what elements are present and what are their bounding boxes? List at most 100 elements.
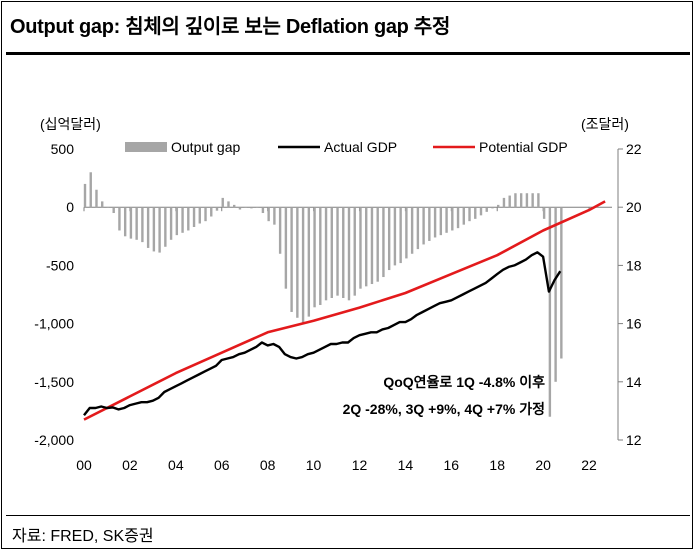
output-gap-bar — [83, 183, 87, 208]
x-tick-label: 16 — [444, 457, 460, 473]
output-gap-bar — [456, 207, 460, 229]
output-gap-bar — [324, 207, 328, 301]
right-tick-label: 22 — [626, 141, 642, 157]
left-axis-unit: (십억달러) — [40, 116, 101, 132]
output-gap-bar — [198, 207, 201, 224]
left-tick-label: 500 — [51, 141, 75, 157]
output-gap-bar — [485, 207, 488, 212]
title-divider — [6, 52, 690, 55]
output-gap-bar — [175, 207, 179, 236]
right-tick-label: 18 — [626, 257, 642, 273]
axis-labels: 500 0 -500 -1,000 -1,500 -2,000 22 20 18 16 14 12 00… — [34, 141, 641, 473]
output-gap-bar — [330, 207, 333, 298]
output-gap-bar — [221, 197, 224, 208]
output-gap-bar — [192, 207, 196, 227]
left-tick-label: -500 — [46, 257, 74, 273]
output-gap-bar — [393, 207, 397, 266]
output-gap-bar — [284, 207, 288, 289]
output-gap-bar — [313, 207, 316, 308]
output-gap-bar — [106, 207, 110, 208]
right-axis-unit: (조달러) — [581, 116, 629, 132]
output-gap-bar — [445, 207, 448, 233]
output-gap-bar — [451, 207, 454, 231]
x-tick-label: 22 — [581, 457, 597, 473]
output-gap-bar — [479, 207, 483, 216]
output-gap-bar — [537, 193, 540, 208]
right-tick-label: 12 — [626, 432, 642, 448]
axes-layer — [83, 148, 623, 441]
output-gap-bar — [474, 207, 477, 219]
output-gap-bars — [83, 172, 563, 417]
output-gap-bar — [342, 207, 345, 298]
right-tick-label: 14 — [626, 374, 642, 390]
output-gap-bar — [290, 207, 293, 312]
output-gap-bar — [428, 207, 431, 241]
output-gap-bar — [244, 207, 247, 208]
output-gap-bar — [399, 207, 402, 264]
potential-gdp-line — [83, 200, 606, 421]
output-gap-bar — [152, 207, 156, 252]
output-gap-bar — [250, 207, 253, 209]
output-gap-bar — [519, 193, 523, 208]
legend-label-output-gap: Output gap — [171, 139, 240, 155]
output-gap-bar — [95, 189, 98, 208]
x-tick-label: 10 — [306, 457, 322, 473]
right-tick-label: 20 — [626, 199, 642, 215]
output-gap-bar — [255, 207, 259, 208]
output-gap-bar — [141, 207, 144, 243]
output-gap-bar — [336, 207, 339, 296]
output-gap-bar — [261, 207, 265, 214]
output-gap-bar — [204, 207, 207, 222]
output-gap-bar — [370, 207, 374, 285]
output-gap-bar — [307, 207, 311, 317]
output-gap-bar — [273, 207, 276, 225]
output-gap-bar — [514, 193, 517, 208]
output-gap-bar — [497, 204, 500, 208]
output-gap-bar — [422, 207, 425, 245]
output-gap-bar — [508, 195, 511, 208]
legend-swatch-output-gap — [125, 142, 167, 152]
output-gap-bar — [554, 207, 557, 382]
source-note: 자료: FRED, SK증권 — [12, 528, 154, 545]
output-gap-bar — [433, 207, 437, 238]
output-gap-bar — [89, 172, 92, 208]
output-gap-bar — [319, 207, 322, 305]
x-tick-label: 14 — [398, 457, 414, 473]
output-gap-bar — [210, 207, 213, 217]
output-gap-bar — [267, 207, 270, 222]
output-gap-bar — [227, 201, 230, 208]
legend-label-actual-gdp: Actual GDP — [324, 139, 397, 155]
output-gap-bar — [410, 207, 414, 254]
output-gap-bar — [187, 207, 190, 231]
output-gap-bar — [146, 207, 150, 248]
output-gap-bar — [405, 207, 408, 259]
left-tick-label: -1,000 — [34, 316, 74, 332]
x-tick-label: 18 — [489, 457, 505, 473]
legend: Output gap Actual GDP Potential GDP — [125, 139, 568, 155]
output-gap-bar — [129, 207, 133, 239]
output-gap-bar — [347, 207, 351, 301]
output-gap-bar — [542, 207, 546, 219]
output-gap-bar — [387, 207, 391, 271]
x-tick-label: 12 — [352, 457, 368, 473]
gdp-lines — [83, 200, 606, 421]
output-gap-bar — [112, 207, 115, 214]
output-gap-bar — [135, 207, 138, 240]
output-gap-bar — [439, 207, 443, 236]
output-gap-bar — [301, 207, 305, 324]
output-gap-bar — [118, 207, 121, 231]
left-tick-label: -1,500 — [34, 374, 74, 390]
actual-gdp-line — [83, 251, 562, 417]
output-gap-bar — [101, 201, 104, 208]
output-gap-bar — [416, 207, 420, 250]
output-gap-bar — [365, 207, 368, 287]
output-gap-bar — [158, 207, 161, 253]
annotation-line-1: QoQ연율로 1Q -4.8% 이후 — [383, 374, 545, 390]
output-gap-bar — [278, 207, 282, 254]
output-gap-bar — [502, 197, 506, 208]
output-gap-bar — [548, 207, 552, 417]
x-tick-label: 06 — [214, 457, 230, 473]
output-gap-bar — [238, 207, 242, 210]
